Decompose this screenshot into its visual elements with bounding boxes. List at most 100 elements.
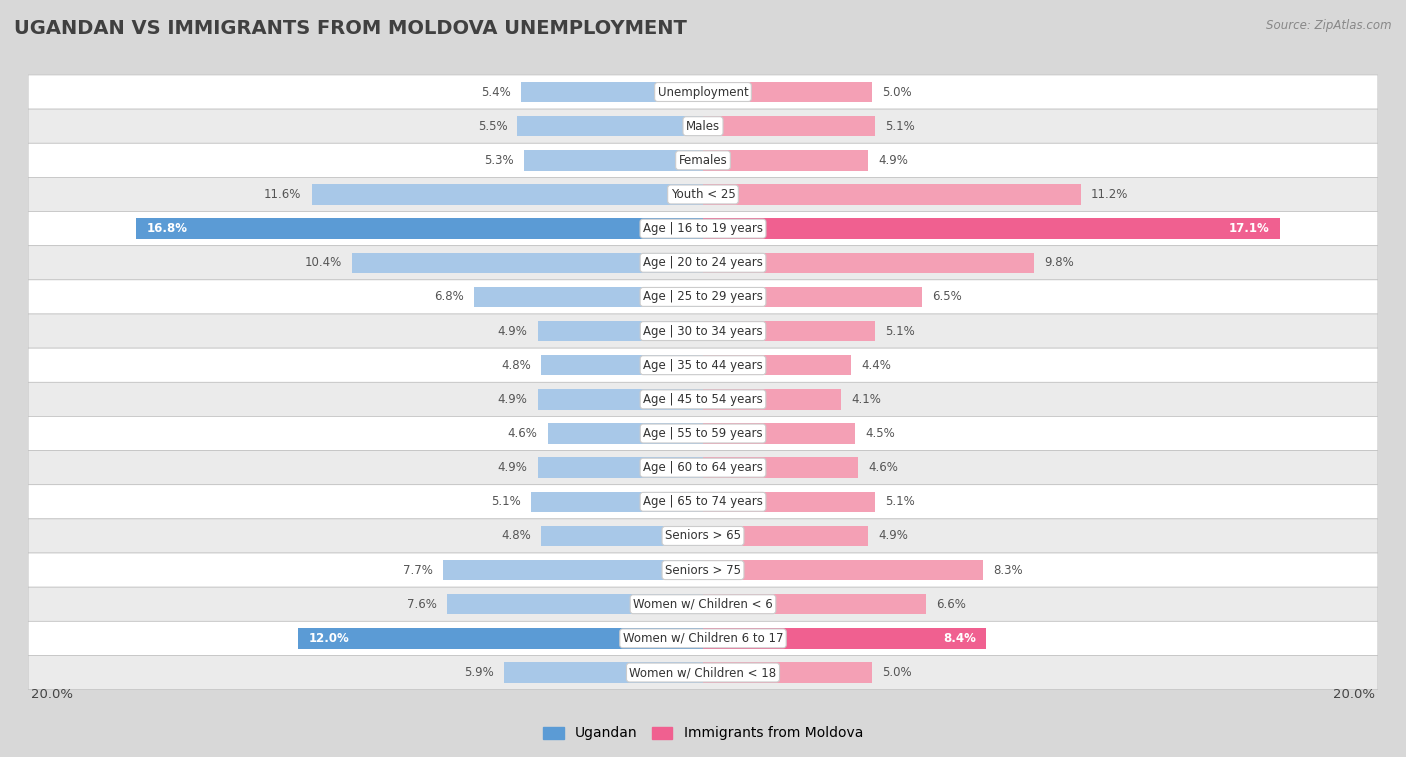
Text: Females: Females: [679, 154, 727, 167]
Bar: [352, 253, 703, 273]
Bar: [474, 287, 703, 307]
Bar: [298, 628, 703, 649]
Bar: [703, 594, 925, 615]
Text: 5.1%: 5.1%: [491, 495, 520, 508]
FancyBboxPatch shape: [28, 177, 1378, 211]
Text: Youth < 25: Youth < 25: [671, 188, 735, 201]
Bar: [703, 321, 875, 341]
FancyBboxPatch shape: [28, 553, 1378, 587]
Text: 4.9%: 4.9%: [498, 393, 527, 406]
FancyBboxPatch shape: [28, 416, 1378, 450]
Bar: [537, 321, 703, 341]
FancyBboxPatch shape: [28, 75, 1378, 109]
Text: 4.4%: 4.4%: [862, 359, 891, 372]
Text: Women w/ Children < 6: Women w/ Children < 6: [633, 598, 773, 611]
Text: Seniors > 75: Seniors > 75: [665, 564, 741, 577]
Text: Seniors > 65: Seniors > 65: [665, 529, 741, 543]
Bar: [541, 525, 703, 547]
Text: 7.6%: 7.6%: [406, 598, 436, 611]
FancyBboxPatch shape: [28, 519, 1378, 553]
Text: 5.5%: 5.5%: [478, 120, 508, 132]
Text: 6.8%: 6.8%: [433, 291, 464, 304]
Text: 6.5%: 6.5%: [932, 291, 962, 304]
FancyBboxPatch shape: [28, 246, 1378, 280]
Text: Age | 45 to 54 years: Age | 45 to 54 years: [643, 393, 763, 406]
Text: 4.9%: 4.9%: [498, 461, 527, 474]
Bar: [703, 184, 1081, 204]
Text: Age | 20 to 24 years: Age | 20 to 24 years: [643, 257, 763, 269]
Bar: [703, 218, 1279, 239]
Bar: [703, 287, 922, 307]
FancyBboxPatch shape: [28, 484, 1378, 519]
Bar: [703, 116, 875, 136]
Text: 4.8%: 4.8%: [501, 359, 531, 372]
Text: 5.1%: 5.1%: [886, 495, 915, 508]
Text: 9.8%: 9.8%: [1043, 257, 1074, 269]
FancyBboxPatch shape: [28, 450, 1378, 484]
Text: 11.6%: 11.6%: [264, 188, 301, 201]
Bar: [503, 662, 703, 683]
Text: 17.1%: 17.1%: [1229, 222, 1270, 235]
Bar: [703, 525, 869, 547]
Bar: [703, 457, 858, 478]
Text: 12.0%: 12.0%: [308, 632, 349, 645]
Text: 20.0%: 20.0%: [31, 688, 73, 701]
Text: 7.7%: 7.7%: [404, 564, 433, 577]
Text: UGANDAN VS IMMIGRANTS FROM MOLDOVA UNEMPLOYMENT: UGANDAN VS IMMIGRANTS FROM MOLDOVA UNEMP…: [14, 19, 688, 38]
Text: 5.0%: 5.0%: [882, 666, 911, 679]
FancyBboxPatch shape: [28, 314, 1378, 348]
Bar: [312, 184, 703, 204]
FancyBboxPatch shape: [28, 382, 1378, 416]
FancyBboxPatch shape: [28, 348, 1378, 382]
Bar: [537, 457, 703, 478]
Bar: [548, 423, 703, 444]
Bar: [703, 662, 872, 683]
Text: Unemployment: Unemployment: [658, 86, 748, 98]
Text: Age | 65 to 74 years: Age | 65 to 74 years: [643, 495, 763, 508]
Bar: [447, 594, 703, 615]
Text: Age | 55 to 59 years: Age | 55 to 59 years: [643, 427, 763, 440]
Text: 4.6%: 4.6%: [508, 427, 537, 440]
Text: 5.4%: 5.4%: [481, 86, 510, 98]
Text: 4.9%: 4.9%: [879, 154, 908, 167]
Bar: [703, 560, 983, 581]
Bar: [520, 82, 703, 102]
Bar: [703, 491, 875, 512]
Bar: [537, 389, 703, 410]
FancyBboxPatch shape: [28, 143, 1378, 177]
Bar: [531, 491, 703, 512]
Text: 5.1%: 5.1%: [886, 120, 915, 132]
Legend: Ugandan, Immigrants from Moldova: Ugandan, Immigrants from Moldova: [537, 721, 869, 746]
Text: 4.9%: 4.9%: [498, 325, 527, 338]
Text: 5.1%: 5.1%: [886, 325, 915, 338]
Text: 4.9%: 4.9%: [879, 529, 908, 543]
Bar: [703, 82, 872, 102]
Text: Age | 60 to 64 years: Age | 60 to 64 years: [643, 461, 763, 474]
Bar: [524, 150, 703, 170]
Text: 5.9%: 5.9%: [464, 666, 494, 679]
FancyBboxPatch shape: [28, 211, 1378, 246]
Bar: [136, 218, 703, 239]
Text: Age | 30 to 34 years: Age | 30 to 34 years: [643, 325, 763, 338]
Text: 8.3%: 8.3%: [993, 564, 1022, 577]
Bar: [541, 355, 703, 375]
Text: 4.1%: 4.1%: [852, 393, 882, 406]
Bar: [703, 355, 852, 375]
Text: 6.6%: 6.6%: [936, 598, 966, 611]
Bar: [703, 253, 1033, 273]
Text: Age | 16 to 19 years: Age | 16 to 19 years: [643, 222, 763, 235]
FancyBboxPatch shape: [28, 621, 1378, 656]
Bar: [703, 389, 841, 410]
Text: 5.0%: 5.0%: [882, 86, 911, 98]
Text: Women w/ Children < 18: Women w/ Children < 18: [630, 666, 776, 679]
Text: Age | 25 to 29 years: Age | 25 to 29 years: [643, 291, 763, 304]
FancyBboxPatch shape: [28, 656, 1378, 690]
Text: Age | 35 to 44 years: Age | 35 to 44 years: [643, 359, 763, 372]
FancyBboxPatch shape: [28, 587, 1378, 621]
FancyBboxPatch shape: [28, 109, 1378, 143]
Text: Women w/ Children 6 to 17: Women w/ Children 6 to 17: [623, 632, 783, 645]
Text: 5.3%: 5.3%: [485, 154, 515, 167]
Text: 4.5%: 4.5%: [865, 427, 894, 440]
Text: 8.4%: 8.4%: [943, 632, 976, 645]
Text: 11.2%: 11.2%: [1091, 188, 1129, 201]
